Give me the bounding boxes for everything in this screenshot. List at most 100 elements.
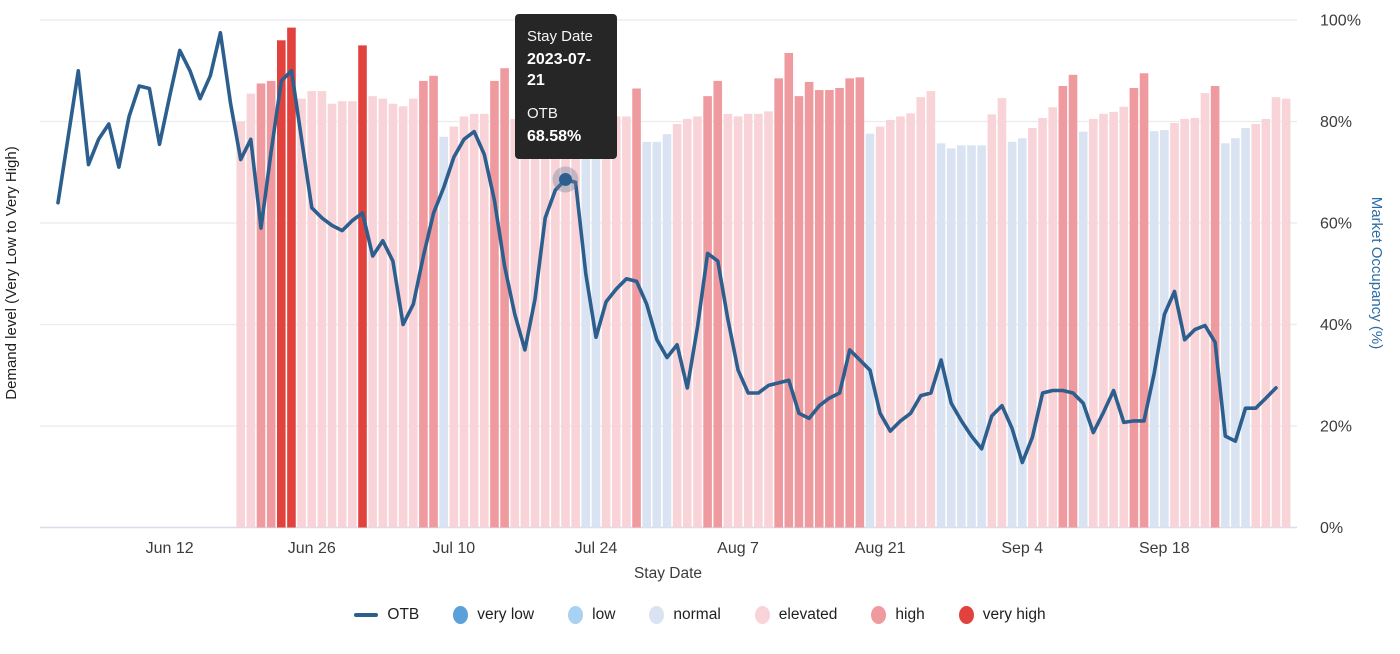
demand-bar-high[interactable] xyxy=(1129,88,1139,528)
demand-bar-high[interactable] xyxy=(855,77,865,528)
selected-point-dot[interactable] xyxy=(559,172,572,186)
demand-bar-elevated[interactable] xyxy=(297,98,306,528)
demand-bar-high[interactable] xyxy=(490,80,499,528)
demand-bar-elevated[interactable] xyxy=(408,98,418,528)
demand-bar-normal[interactable] xyxy=(642,141,651,528)
demand-bar-elevated[interactable] xyxy=(317,91,327,528)
demand-bar-very_high[interactable] xyxy=(277,40,286,528)
demand-bar-elevated[interactable] xyxy=(754,113,763,528)
demand-bar-elevated[interactable] xyxy=(459,116,469,528)
demand-bar-elevated[interactable] xyxy=(1200,93,1210,528)
demand-bar-high[interactable] xyxy=(500,68,509,528)
demand-bar-normal[interactable] xyxy=(439,136,448,528)
demand-bar-elevated[interactable] xyxy=(601,118,611,528)
demand-bar-normal[interactable] xyxy=(946,148,956,528)
demand-bar-high[interactable] xyxy=(1210,85,1220,528)
demand-bar-high[interactable] xyxy=(632,88,641,528)
demand-bar-elevated[interactable] xyxy=(916,97,926,528)
demand-bar-high[interactable] xyxy=(794,96,804,528)
demand-bar-high[interactable] xyxy=(845,78,854,528)
demand-bar-elevated[interactable] xyxy=(1271,97,1281,528)
demand-bar-normal[interactable] xyxy=(1231,138,1240,528)
demand-bar-elevated[interactable] xyxy=(672,124,682,528)
demand-bar-elevated[interactable] xyxy=(1048,107,1057,528)
demand-bar-elevated[interactable] xyxy=(886,119,895,528)
demand-bar-high[interactable] xyxy=(256,83,266,528)
demand-bar-normal[interactable] xyxy=(936,143,946,528)
demand-bar-high[interactable] xyxy=(1058,85,1068,528)
demand-bar-normal[interactable] xyxy=(1017,138,1027,528)
legend-item-high[interactable]: high xyxy=(871,606,925,624)
demand-bar-high[interactable] xyxy=(429,75,438,528)
demand-bar-elevated[interactable] xyxy=(540,116,550,528)
demand-bar-high[interactable] xyxy=(1139,73,1149,528)
demand-bar-normal[interactable] xyxy=(1241,128,1250,528)
demand-bar-elevated[interactable] xyxy=(337,101,347,528)
demand-bar-high[interactable] xyxy=(703,96,712,528)
demand-bar-elevated[interactable] xyxy=(733,116,743,528)
demand-bar-normal[interactable] xyxy=(1149,131,1159,528)
demand-bar-elevated[interactable] xyxy=(378,98,388,528)
demand-bar-elevated[interactable] xyxy=(480,113,489,528)
demand-bar-normal[interactable] xyxy=(1160,130,1169,528)
demand-bar-normal[interactable] xyxy=(977,145,986,528)
demand-bar-very_high[interactable] xyxy=(358,45,367,528)
demand-bar-elevated[interactable] xyxy=(1089,118,1098,528)
demand-bar-normal[interactable] xyxy=(967,145,976,528)
demand-bar-elevated[interactable] xyxy=(520,118,530,528)
demand-bar-elevated[interactable] xyxy=(1261,118,1271,528)
demand-bar-normal[interactable] xyxy=(1007,141,1017,528)
demand-bar-elevated[interactable] xyxy=(1190,117,1200,528)
demand-bar-high[interactable] xyxy=(825,90,834,528)
demand-bar-normal[interactable] xyxy=(1078,131,1088,528)
demand-bar-elevated[interactable] xyxy=(997,98,1007,528)
demand-bar-elevated[interactable] xyxy=(1028,128,1037,528)
demand-bar-elevated[interactable] xyxy=(1170,123,1179,528)
demand-bar-elevated[interactable] xyxy=(510,118,520,528)
demand-bar-elevated[interactable] xyxy=(1251,124,1260,528)
demand-bar-elevated[interactable] xyxy=(875,126,885,528)
demand-bar-high[interactable] xyxy=(266,80,276,528)
demand-bar-high[interactable] xyxy=(784,52,794,528)
demand-bar-elevated[interactable] xyxy=(1119,106,1129,528)
demand-bar-elevated[interactable] xyxy=(327,103,337,528)
demand-bar-normal[interactable] xyxy=(957,145,966,528)
legend-item-low[interactable]: low xyxy=(568,606,615,624)
demand-bar-normal[interactable] xyxy=(581,141,591,528)
demand-bar-elevated[interactable] xyxy=(1038,117,1047,528)
demand-bar-high[interactable] xyxy=(713,80,723,528)
demand-bar-normal[interactable] xyxy=(1220,143,1230,528)
demand-bar-high[interactable] xyxy=(835,88,844,528)
demand-bar-elevated[interactable] xyxy=(764,111,773,528)
demand-bar-elevated[interactable] xyxy=(551,118,560,528)
demand-bar-elevated[interactable] xyxy=(388,103,398,528)
legend-item-very_high[interactable]: very high xyxy=(958,606,1046,624)
demand-bar-elevated[interactable] xyxy=(683,118,692,528)
demand-bar-elevated[interactable] xyxy=(246,93,256,528)
demand-bar-elevated[interactable] xyxy=(906,113,915,528)
demand-bar-normal[interactable] xyxy=(662,134,672,528)
legend-item-elevated[interactable]: elevated xyxy=(754,606,837,624)
demand-bar-elevated[interactable] xyxy=(1099,113,1108,528)
demand-bar-elevated[interactable] xyxy=(987,114,997,528)
demand-bar-elevated[interactable] xyxy=(449,126,459,528)
demand-bar-high[interactable] xyxy=(814,90,824,528)
legend-item-normal[interactable]: normal xyxy=(649,606,721,624)
demand-bar-elevated[interactable] xyxy=(611,116,621,528)
demand-bar-elevated[interactable] xyxy=(896,116,905,528)
demand-bar-high[interactable] xyxy=(804,81,814,528)
demand-bar-elevated[interactable] xyxy=(236,121,245,528)
demand-bar-elevated[interactable] xyxy=(1109,111,1118,528)
demand-bar-elevated[interactable] xyxy=(561,118,570,528)
demand-bar-elevated[interactable] xyxy=(1180,118,1189,528)
demand-bar-high[interactable] xyxy=(419,80,428,528)
demand-bar-elevated[interactable] xyxy=(368,96,377,528)
demand-bar-very_high[interactable] xyxy=(287,27,296,528)
demand-bar-elevated[interactable] xyxy=(530,116,540,528)
demand-bar-elevated[interactable] xyxy=(1281,98,1291,528)
demand-bar-elevated[interactable] xyxy=(743,113,753,528)
legend-item-otb[interactable]: OTB xyxy=(354,606,419,624)
demand-bar-elevated[interactable] xyxy=(307,91,317,528)
demand-bar-elevated[interactable] xyxy=(622,116,631,528)
legend-item-very_low[interactable]: very low xyxy=(453,606,534,624)
